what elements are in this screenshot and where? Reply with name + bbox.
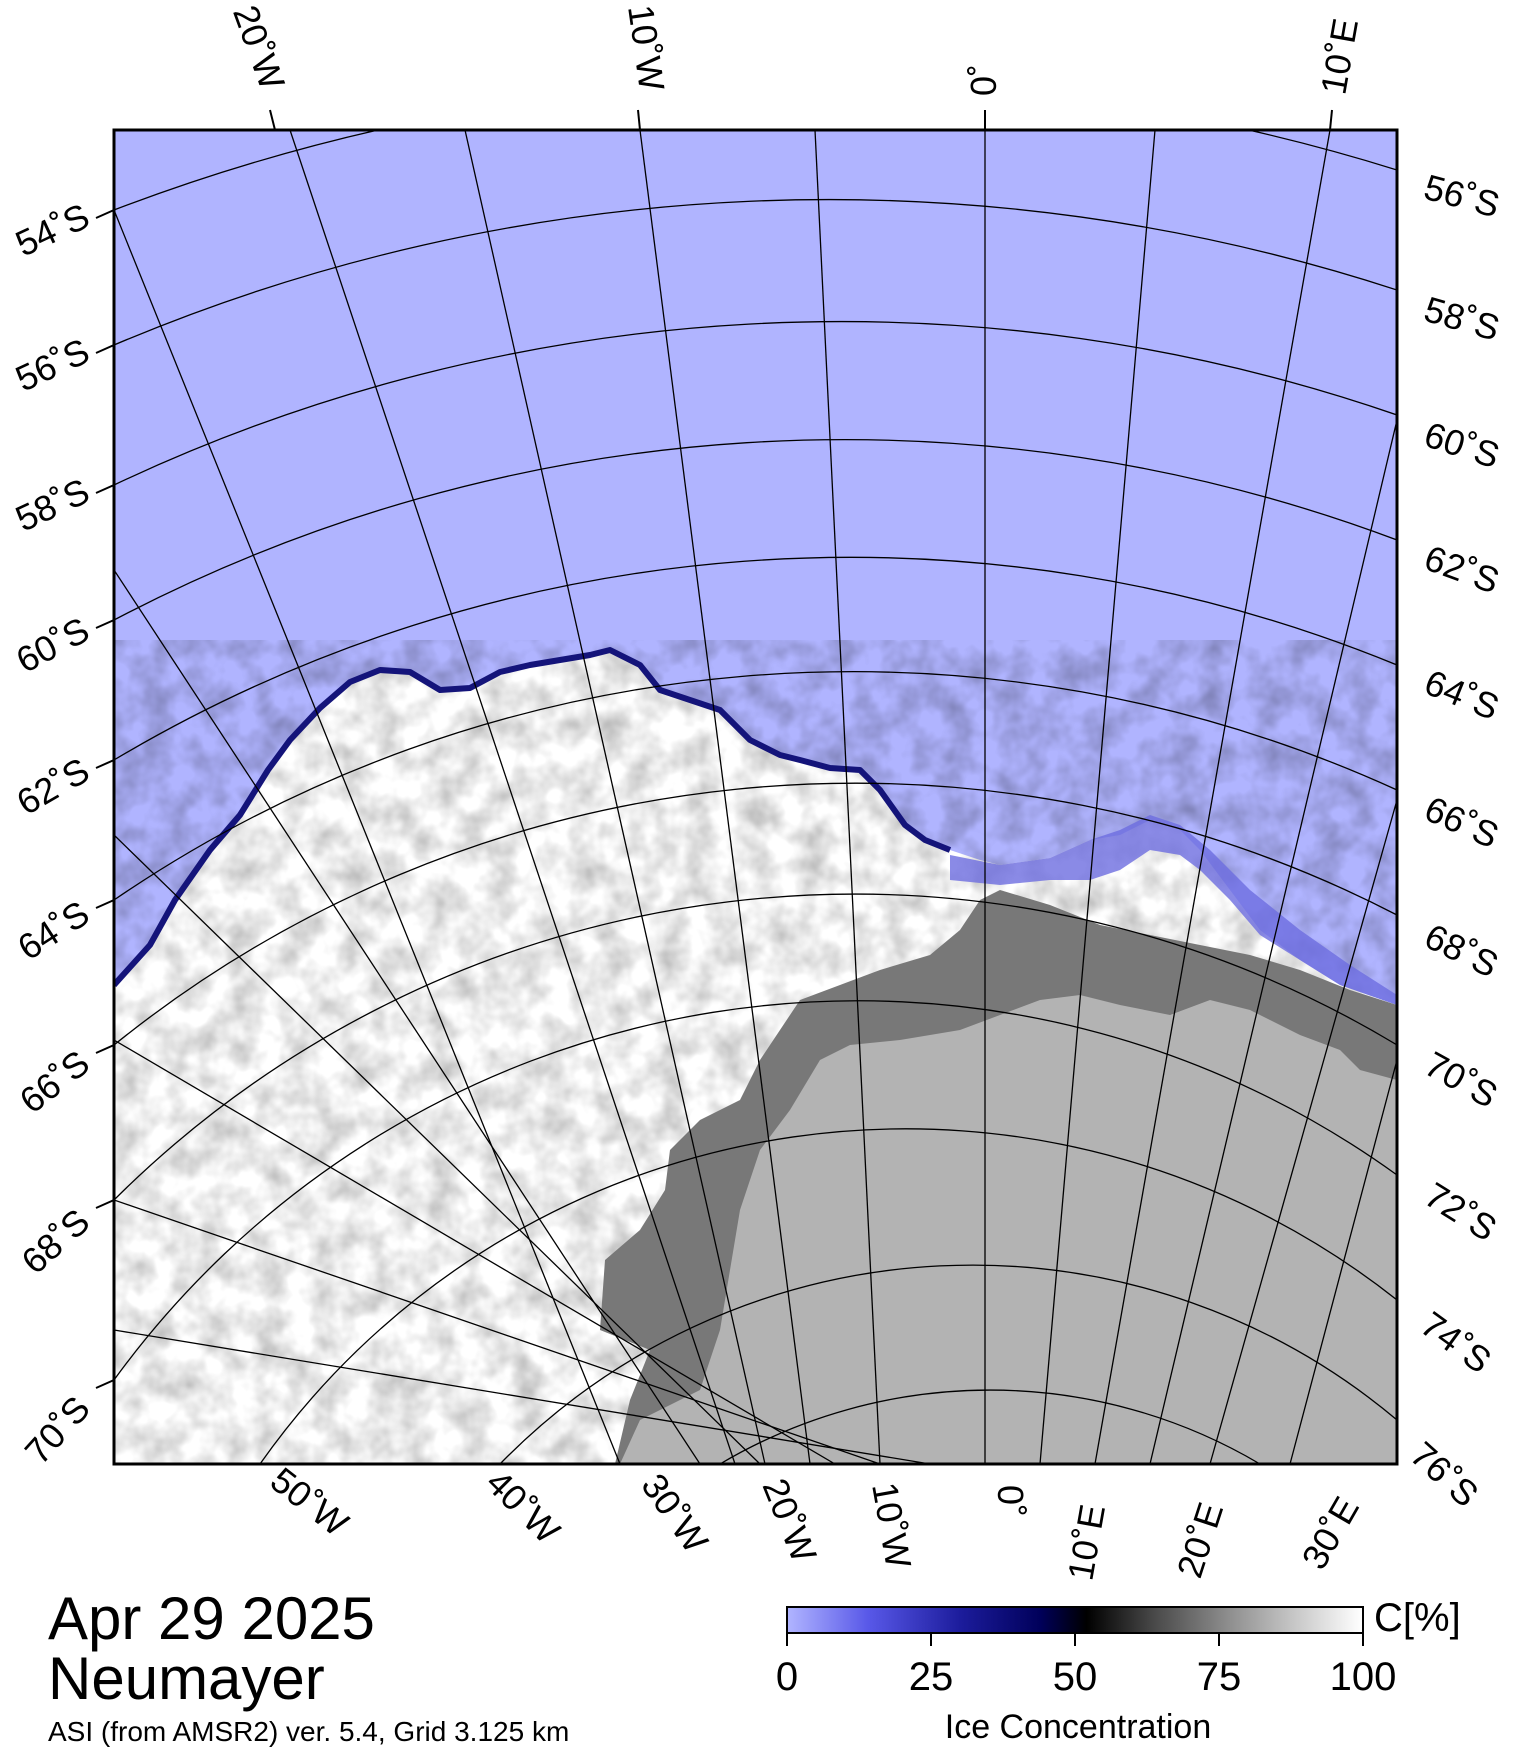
top-lon-label-2: 10˚W: [620, 2, 673, 93]
colorbar-tick: [1074, 1634, 1076, 1646]
colorbar-tick: [786, 1634, 788, 1646]
right-lat-label-9: 72˚S: [1418, 1174, 1504, 1249]
bottom-lon-label-4: 20˚W: [755, 1473, 825, 1568]
left-lat-label-6: 64˚S: [10, 892, 96, 968]
left-lat-label-5: 62˚S: [10, 749, 96, 823]
bottom-lon-label-8: 20˚E: [1169, 1497, 1231, 1582]
right-lat-label-10: 74˚S: [1413, 1303, 1499, 1381]
top-lon-label-4: 10˚E: [1313, 15, 1367, 97]
bottom-lon-label-9: 30˚E: [1293, 1490, 1367, 1576]
latitude-line: [114, 671, 1397, 901]
latitude-line: [719, 1389, 1261, 1464]
latitude-line: [114, 893, 1397, 1201]
product-info: ASI (from AMSR2) ver. 5.4, Grid 3.125 km: [48, 1716, 570, 1747]
colorbar-tick: [930, 1634, 932, 1646]
right-lat-label-11: 76˚S: [1403, 1433, 1487, 1514]
bottom-lon-label-6: 0˚: [990, 1485, 1031, 1517]
left-lat-label-9: 70˚S: [17, 1388, 98, 1472]
marginal-ice-zone: [950, 815, 1397, 1005]
colorbar-label: 100: [1329, 1655, 1397, 1699]
station-title: Neumayer: [48, 1645, 325, 1712]
land-light: [620, 995, 1397, 1464]
right-lat-label-2: 58˚S: [1420, 288, 1504, 348]
right-lat-label-1: 56˚S: [1420, 166, 1504, 225]
right-lat-label-6: 66˚S: [1419, 788, 1505, 856]
map-frame: [112, 128, 1399, 1466]
colorbar-unit: C[%]: [1374, 1596, 1461, 1640]
frame-ticks: [95, 109, 1333, 1389]
top-lon-label-1: 20˚W: [225, 0, 293, 95]
top-lon-label-3: 0˚: [963, 64, 1004, 96]
date-title: Apr 29 2025: [48, 1585, 375, 1652]
colorbar: [786, 1606, 1364, 1634]
colorbar-label: 0: [775, 1655, 799, 1699]
meridian-line: [114, 569, 701, 1464]
meridian-line: [464, 130, 766, 1464]
meridian-line: [289, 130, 736, 1464]
left-lat-label-1: 54˚S: [9, 195, 95, 264]
meridian-line: [114, 1329, 931, 1464]
graticule: [114, 130, 1397, 1464]
left-lat-label-3: 58˚S: [9, 470, 95, 539]
latitude-line: [114, 782, 1397, 1046]
meridian-line: [1094, 130, 1331, 1464]
right-lat-label-3: 60˚S: [1420, 414, 1505, 476]
latitude-line: [114, 130, 1397, 211]
latitude-line: [114, 556, 1397, 761]
bottom-lon-label-1: 50˚W: [263, 1459, 356, 1544]
meridian-line: [114, 1039, 836, 1464]
right-lat-label-7: 68˚S: [1418, 915, 1504, 985]
bottom-lon-label-7: 10˚E: [1060, 1501, 1114, 1583]
meridian-line: [1289, 1059, 1397, 1464]
left-lat-label-4: 60˚S: [9, 609, 95, 681]
left-lat-label-7: 66˚S: [12, 1042, 97, 1121]
bottom-lon-label-2: 40˚W: [478, 1462, 568, 1552]
meridian-line: [114, 209, 621, 1464]
meridian-line: [639, 130, 811, 1464]
colorbar-label: 75: [1196, 1655, 1242, 1699]
colorbar-label: 50: [1052, 1655, 1098, 1699]
meridian-line: [1039, 130, 1156, 1464]
ice-edge: [114, 647, 952, 988]
colorbar-title: Ice Concentration: [944, 1708, 1212, 1746]
latitude-line: [259, 1128, 1397, 1464]
left-lat-label-2: 56˚S: [9, 330, 95, 399]
colorbar-label: 25: [908, 1655, 954, 1699]
bottom-lon-label-5: 10˚W: [864, 1479, 919, 1571]
right-lat-label-4: 62˚S: [1419, 537, 1504, 602]
meridian-line: [114, 834, 761, 1464]
latitude-line: [114, 1000, 1397, 1381]
right-lat-label-5: 64˚S: [1419, 661, 1505, 728]
meridian-line: [114, 1199, 881, 1464]
right-lat-label-8: 70˚S: [1418, 1043, 1504, 1116]
left-lat-label-8: 68˚S: [13, 1200, 97, 1281]
meridian-line: [1149, 419, 1397, 1464]
colorbar-tick: [1218, 1634, 1220, 1646]
colorbar-tick: [1362, 1634, 1364, 1646]
meridian-line: [1209, 799, 1397, 1464]
latitude-line: [114, 439, 1397, 621]
meridian-line: [814, 130, 881, 1464]
latitude-line: [114, 320, 1397, 486]
latitude-line: [499, 1264, 1397, 1464]
bottom-lon-label-3: 30˚W: [633, 1466, 716, 1560]
latitude-line: [114, 198, 1397, 346]
